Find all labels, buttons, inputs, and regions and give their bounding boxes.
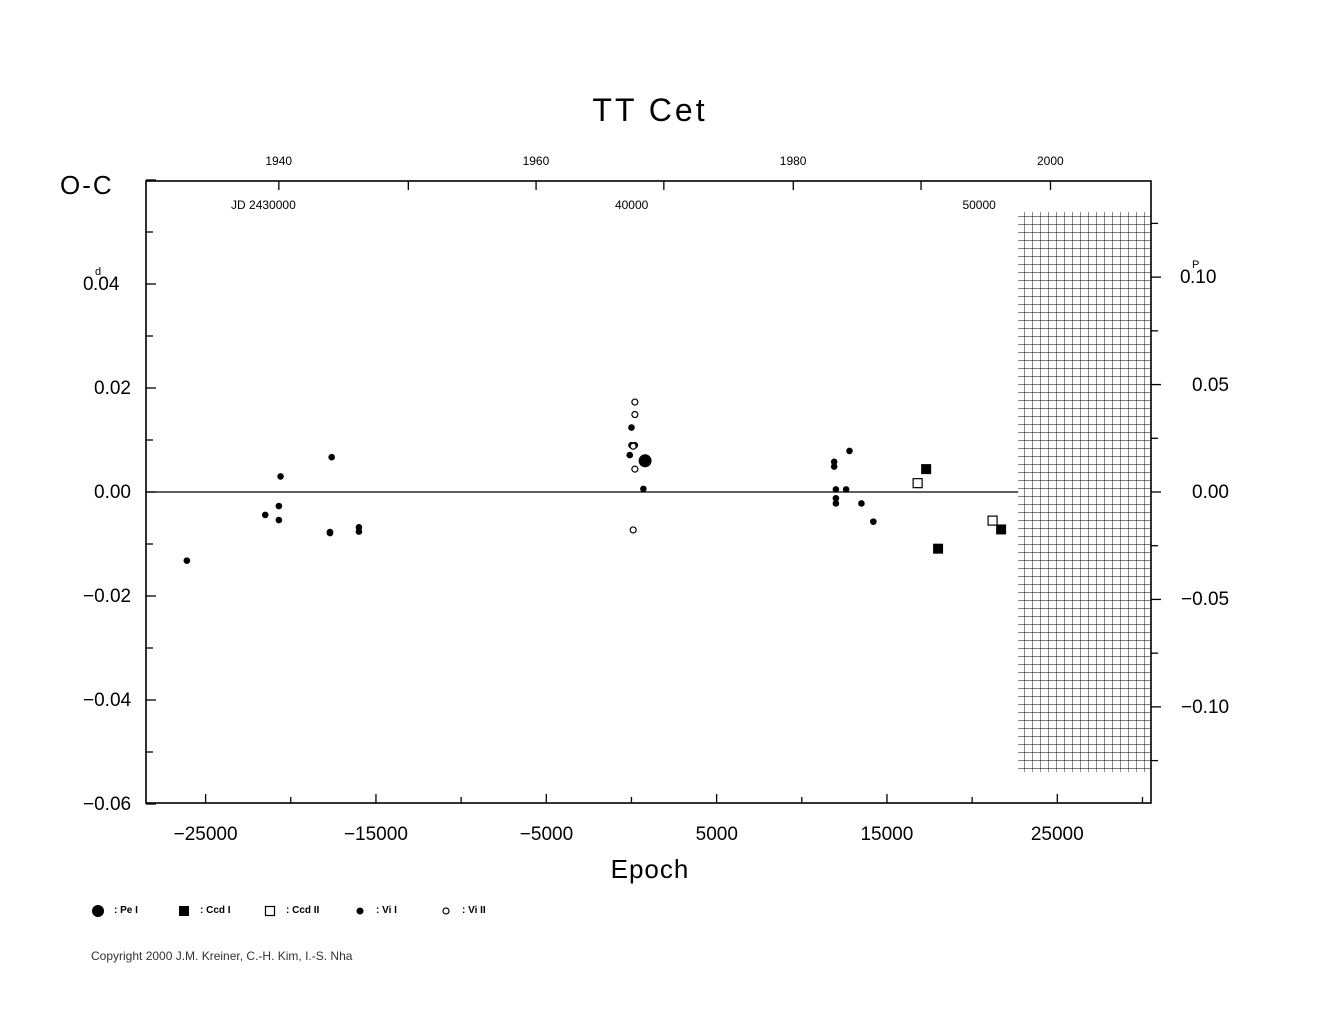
ccd-ii-point <box>987 515 998 526</box>
vi-i-point <box>830 458 838 466</box>
pe-i-point <box>638 454 652 468</box>
y2-tick-label: .10 <box>1190 267 1217 289</box>
y2-tick-label: 0.05 <box>1192 374 1229 396</box>
ccd-i-point <box>933 543 944 554</box>
data-points <box>183 398 1007 564</box>
legend-label: : Pe I <box>114 905 138 916</box>
ccd-ii-point <box>912 478 923 489</box>
vi-i-point <box>830 463 838 470</box>
vi-i-point <box>183 557 191 564</box>
x-axis-ticks <box>204 794 1144 803</box>
jd-label: 50000 <box>962 198 996 212</box>
vi-i-point <box>640 485 647 493</box>
vi-ii-point <box>631 398 639 406</box>
y-tick-label: 0.02 <box>94 378 131 399</box>
y-tick-label: −0.04 <box>83 690 132 711</box>
legend-label: : Vi II <box>462 905 486 916</box>
y-tick-label: 0.00 <box>94 482 131 503</box>
y2-tick-label: −0.10 <box>1181 696 1230 718</box>
legend-label: : Ccd II <box>286 905 320 916</box>
vi-i-point <box>355 528 363 535</box>
vi-i-point <box>832 500 840 507</box>
y-tick-label: 0 <box>83 274 94 295</box>
ccd-i-point <box>996 524 1007 535</box>
y-axis-title: O-C <box>60 170 114 200</box>
vi-i-point <box>858 500 865 507</box>
vi-i-point <box>628 424 635 431</box>
vi-i-point <box>328 453 335 461</box>
vi-ii-point <box>631 410 639 419</box>
x-tick-label: −15000 <box>343 824 408 845</box>
vi-ii-point <box>629 526 637 534</box>
hatch-fill <box>1018 212 1151 772</box>
vi-i-point <box>832 486 840 493</box>
vi-i-point <box>275 502 283 510</box>
y-tick-label: −0.02 <box>83 586 132 607</box>
top-year-axis-ticks <box>278 181 1052 190</box>
y-unit-superscript: d <box>95 266 102 278</box>
vi-i-point <box>277 473 284 480</box>
vi-i-point <box>275 516 283 524</box>
vi-i-point <box>870 518 877 525</box>
top-year-label: 2000 <box>1037 154 1064 168</box>
x-tick-label: −5000 <box>519 824 574 845</box>
hatched-future-region <box>1018 212 1151 772</box>
vi-i-point <box>832 494 840 502</box>
top-year-label: 1980 <box>779 154 807 168</box>
x-tick-label: 25000 <box>1030 824 1084 845</box>
vi-i-point <box>846 447 853 455</box>
vi-ii-point <box>629 442 637 450</box>
vi-ii-point <box>631 465 639 473</box>
jd-label: JD 2430000 <box>231 198 296 212</box>
vi-i-point <box>326 529 334 537</box>
y-tick-label: −0.06 <box>83 794 132 815</box>
ccd-i-point <box>921 464 932 475</box>
top-year-label: 1940 <box>265 154 293 168</box>
y2-tick-label: 0 <box>1180 267 1191 289</box>
x-tick-label: 15000 <box>860 824 914 845</box>
y2-tick-label: 0.00 <box>1192 482 1229 503</box>
vi-i-point <box>842 486 850 493</box>
chart-title: TT Cet <box>592 92 708 128</box>
y2-axis-ticks <box>1151 222 1161 762</box>
vi-i-point <box>261 511 269 519</box>
jd-label: 40000 <box>614 198 649 212</box>
x-tick-label: −25000 <box>173 824 238 845</box>
y2-tick-label: −0.05 <box>1181 589 1230 611</box>
y2-unit-superscript: P <box>1192 259 1200 272</box>
y-axis-ticks <box>146 179 156 805</box>
legend-label: : Ccd I <box>200 905 231 916</box>
y-tick-label: .04 <box>93 274 120 295</box>
x-axis-title: Epoch <box>610 854 690 884</box>
legend-label: : Vi I <box>376 905 397 916</box>
x-tick-label: 5000 <box>695 824 738 845</box>
vi-i-point <box>626 451 634 459</box>
copyright-notice: Copyright 2000 J.M. Kreiner, C.-H. Kim, … <box>91 949 353 963</box>
top-year-label: 1960 <box>522 154 550 168</box>
